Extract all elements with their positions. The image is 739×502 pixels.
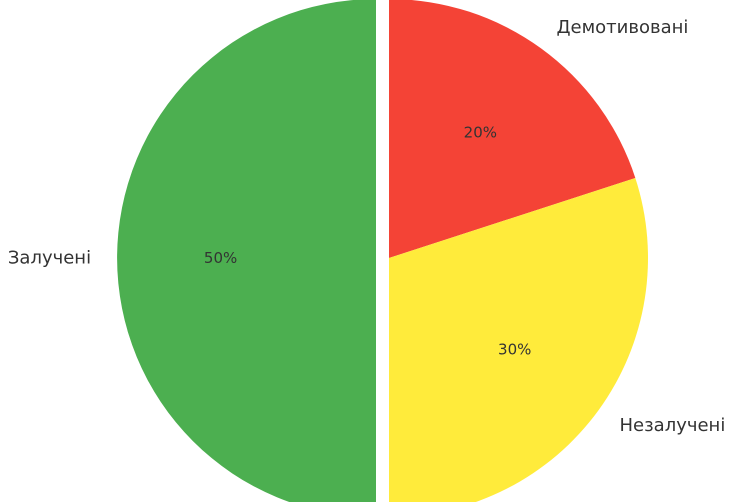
pie-slice-pct-label-3: 50% [204, 249, 237, 267]
pie-slice-pct-label-2: 30% [498, 340, 531, 358]
pie-slice-1 [389, 0, 636, 258]
pie-slice-category-label-2: Незалучені [619, 415, 725, 436]
pie-slice-category-label-1: Демотивовані [556, 17, 688, 38]
pie-slice-pct-label-1: 20% [464, 123, 497, 141]
pie-slice-3 [117, 0, 376, 502]
pie-slice-2 [389, 177, 648, 502]
slices-layer [117, 0, 648, 502]
labels-layer: 20% Демотивовані 30% Незалучені 50% Залучені [8, 17, 725, 436]
pie-slice-category-label-3: Залучені [8, 248, 91, 269]
